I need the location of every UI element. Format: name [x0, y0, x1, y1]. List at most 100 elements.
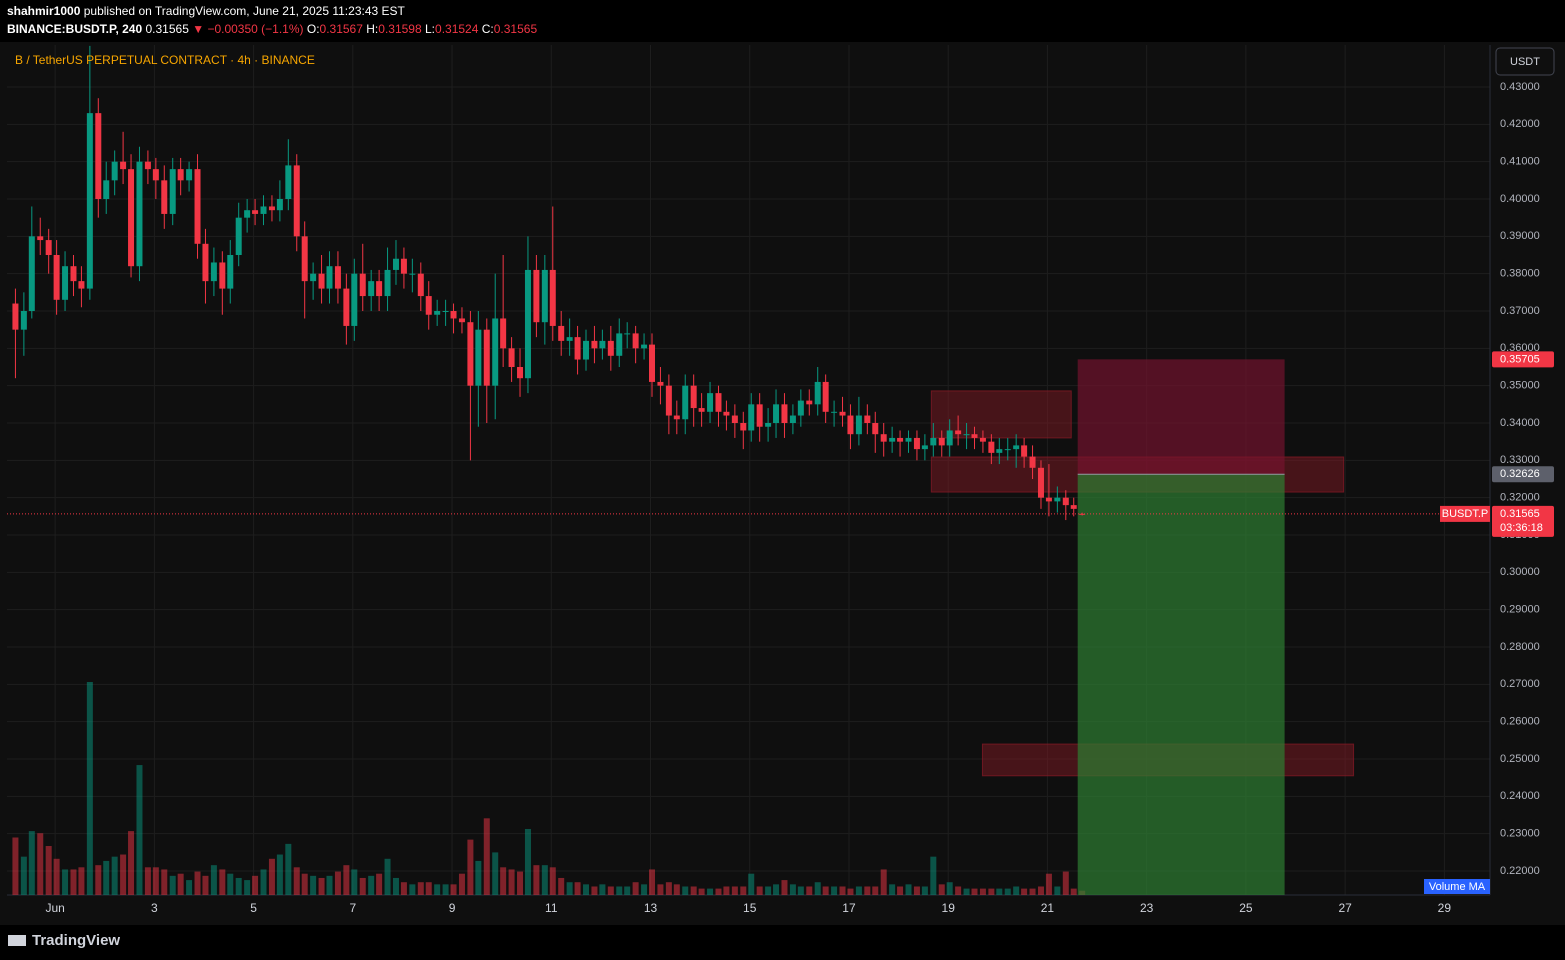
- candle-body: [839, 411, 846, 416]
- y-tick-label: 0.38000: [1500, 268, 1540, 280]
- x-tick-label: 25: [1239, 901, 1253, 915]
- ohlc-label: C:: [482, 22, 494, 36]
- y-tick-label: 0.34000: [1500, 417, 1540, 429]
- volume-bar: [1045, 873, 1052, 895]
- currency-button[interactable]: [1495, 47, 1555, 76]
- ohlc-label: L:: [425, 22, 435, 36]
- volume-bar: [12, 837, 19, 895]
- volume-bar: [285, 843, 292, 895]
- volume-bar: [334, 871, 341, 895]
- x-tick-label: 7: [349, 901, 356, 915]
- volume-bar: [136, 765, 143, 895]
- symbol-badge: [1440, 505, 1490, 522]
- volume-bar: [855, 886, 862, 895]
- volume-bar: [673, 884, 680, 895]
- volume-bar: [268, 858, 275, 895]
- candle-body: [53, 254, 60, 300]
- volume-bar: [301, 873, 308, 895]
- plot-layer: 0.22000 0.23000 0.24000 0.25000 0.26000 0.270…: [7, 45, 1554, 915]
- ohlc-label: H:: [366, 22, 378, 36]
- candle-body: [152, 169, 159, 181]
- candle-body: [806, 400, 813, 405]
- volume-bar: [450, 884, 457, 895]
- entry-badge: [1492, 466, 1554, 483]
- y-tick-label: 0.39000: [1500, 230, 1540, 242]
- candle-body: [293, 165, 300, 237]
- candle-body: [210, 262, 217, 282]
- candle-body: [996, 449, 1003, 453]
- volume-bar: [690, 886, 697, 895]
- volume-bar: [731, 886, 738, 895]
- volume-bar: [376, 873, 383, 895]
- stop-zone: [1077, 359, 1285, 475]
- last: 0.31565: [146, 22, 190, 36]
- volume-bar: [252, 875, 259, 895]
- candle-body: [103, 180, 110, 199]
- volume-bar: [161, 869, 168, 895]
- volume-bar: [392, 877, 399, 895]
- candle-body: [616, 333, 623, 356]
- candle-body: [20, 310, 27, 330]
- volume-bar: [971, 888, 978, 895]
- volume-bar: [28, 831, 35, 895]
- candle-body: [797, 400, 804, 416]
- candle-body: [781, 404, 788, 423]
- volume-bar: [583, 884, 590, 895]
- candle-body: [971, 434, 978, 438]
- volume-bar: [1004, 888, 1011, 895]
- candle-body: [169, 169, 176, 214]
- candle-body: [475, 329, 482, 386]
- volume-bar: [847, 888, 854, 895]
- currency[interactable]: USDT: [1510, 56, 1540, 68]
- logo-icon: [8, 935, 26, 946]
- volume-bar: [1029, 888, 1036, 895]
- volume-bar: [707, 888, 714, 895]
- plot-area: [12, 45, 1355, 895]
- symbol-line: BINANCE:BUSDT.P, 240 0.31565 ▼ −0.00350 …: [7, 22, 537, 36]
- candle-body: [1070, 505, 1077, 509]
- candle-body: [161, 180, 168, 214]
- candle-body: [318, 273, 325, 289]
- volume-bar: [1037, 886, 1044, 895]
- volume-bar: [343, 865, 350, 895]
- chart-title: B / TetherUS PERPETUAL CONTRACT · 4h · B…: [15, 53, 315, 67]
- candle-body: [698, 408, 705, 412]
- candle-body: [202, 243, 209, 282]
- candle-body: [1062, 497, 1069, 506]
- candle-body: [607, 340, 614, 356]
- y-tick-label: 0.29000: [1500, 604, 1540, 616]
- y-tick-label: 0.35000: [1500, 380, 1540, 392]
- candle-body: [177, 169, 184, 181]
- candle-body: [351, 273, 358, 326]
- volume-bar: [657, 884, 664, 895]
- y-tick-label: 0.32000: [1500, 492, 1540, 504]
- volume-bar: [318, 877, 325, 895]
- y-tick-label: 0.40000: [1500, 193, 1540, 205]
- y-tick-label: 0.41000: [1500, 156, 1540, 168]
- candle-body: [144, 161, 151, 170]
- candle-body: [1054, 497, 1061, 502]
- candle-body: [814, 381, 821, 405]
- candle-body: [524, 269, 531, 379]
- candle-body: [28, 236, 35, 311]
- volume-bar: [566, 882, 573, 895]
- y-tick-label: 0.36000: [1500, 342, 1540, 354]
- volume-label: Volume MA: [1429, 881, 1486, 893]
- candle-body: [740, 422, 747, 431]
- candle-body: [773, 404, 780, 423]
- candle-body: [566, 337, 573, 341]
- candle-body: [62, 266, 69, 300]
- candle-body: [558, 325, 565, 341]
- candle-body: [86, 113, 93, 289]
- volume-bar: [648, 869, 655, 895]
- volume-bar: [748, 873, 755, 895]
- candle-body: [930, 437, 937, 446]
- candle-body: [1029, 456, 1036, 468]
- candle-body: [425, 296, 432, 315]
- target-zone: [1077, 474, 1285, 895]
- candle-body: [648, 344, 655, 382]
- volume-bar: [70, 869, 77, 895]
- candle-body: [855, 415, 862, 435]
